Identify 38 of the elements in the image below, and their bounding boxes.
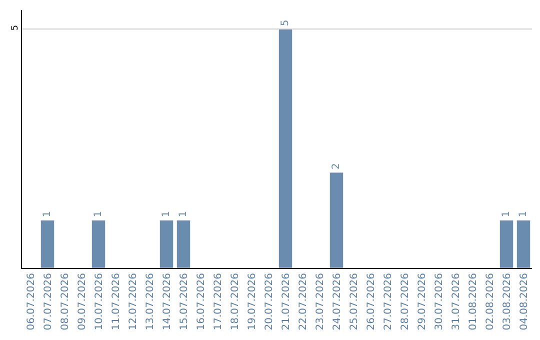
- x-tick-label: 02.08.2026: [484, 273, 496, 330]
- x-tick-label: 11.07.2026: [110, 273, 122, 330]
- data-label: 1: [518, 210, 529, 218]
- data-label: 1: [178, 210, 189, 218]
- x-tick-label: 09.07.2026: [76, 273, 88, 330]
- x-tick-label: 01.08.2026: [468, 273, 479, 330]
- x-tick-label: 21.07.2026: [280, 273, 292, 330]
- x-tick-label: 22.07.2026: [298, 273, 309, 330]
- x-tick-label: 20.07.2026: [264, 273, 275, 330]
- x-tick-label: 26.07.2026: [366, 273, 377, 330]
- data-label: 1: [501, 210, 512, 218]
- x-tick-label: 08.07.2026: [60, 273, 71, 330]
- data-label: 2: [331, 163, 342, 170]
- x-tick-label: 04.08.2026: [518, 273, 530, 330]
- x-tick-label: 23.07.2026: [314, 273, 326, 330]
- x-tick-label: 27.07.2026: [382, 273, 394, 330]
- x-tick-label: 12.07.2026: [128, 273, 139, 330]
- x-tick-label: 19.07.2026: [246, 273, 258, 330]
- x-tick-label: 25.07.2026: [348, 273, 360, 330]
- data-label: 1: [161, 210, 172, 218]
- x-tick-label: 06.07.2026: [26, 273, 37, 330]
- x-tick-label: 17.07.2026: [212, 273, 224, 330]
- data-label: 1: [42, 210, 53, 218]
- x-tick-label: 18.07.2026: [230, 273, 241, 330]
- x-tick-label: 24.07.2026: [332, 273, 343, 330]
- x-tick-label: 14.07.2026: [162, 273, 173, 330]
- x-tick-label: 28.07.2026: [400, 273, 411, 330]
- data-label: 5: [280, 20, 291, 26]
- x-tick-label: 30.07.2026: [434, 273, 445, 330]
- x-tick-label: 29.07.2026: [416, 273, 428, 330]
- x-tick-label: 03.08.2026: [502, 273, 513, 330]
- x-tick-label: 10.07.2026: [94, 273, 105, 330]
- x-tick-label: 16.07.2026: [196, 273, 207, 330]
- x-tick-label: 13.07.2026: [144, 273, 156, 330]
- x-tick-label: 15.07.2026: [178, 273, 190, 330]
- x-tick-label: 31.07.2026: [450, 273, 462, 330]
- x-tick-label: 07.07.2026: [42, 273, 54, 330]
- data-label: 1: [93, 210, 104, 218]
